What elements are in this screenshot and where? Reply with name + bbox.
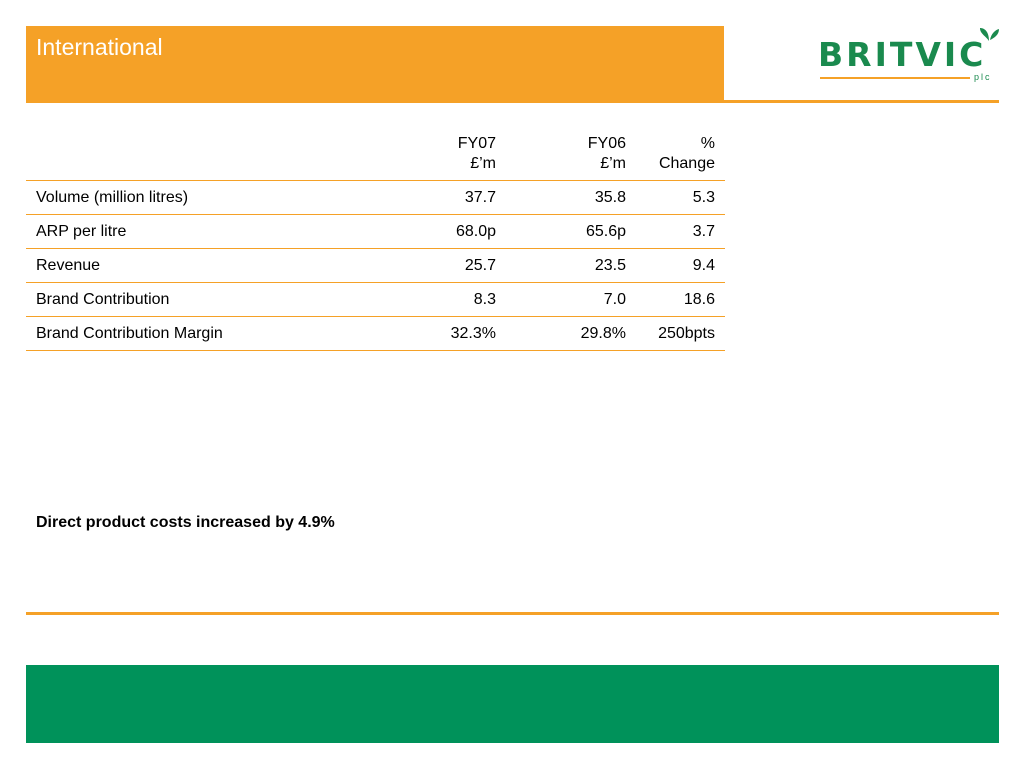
cell-fy06: 65.6p	[506, 214, 636, 249]
table-row: Brand Contribution 8.3 7.0 18.6	[26, 282, 725, 317]
cell-fy06: 7.0	[506, 282, 636, 317]
cell-fy06: 29.8%	[506, 316, 636, 351]
page-title: International	[36, 34, 163, 60]
cell-change: 3.7	[636, 214, 725, 249]
row-label: Brand Contribution	[26, 282, 376, 317]
cell-fy07: 25.7	[376, 248, 506, 283]
footer-bar	[26, 665, 999, 743]
column-header-fy06: FY06 £’m	[506, 130, 636, 181]
cell-fy07: 8.3	[376, 282, 506, 317]
table-row: Revenue 25.7 23.5 9.4	[26, 248, 725, 283]
header-bar: International	[26, 26, 724, 103]
table-header-row: FY07 £’m FY06 £’m % Change	[26, 130, 725, 181]
cell-change: 5.3	[636, 180, 725, 215]
cell-change: 250bpts	[636, 316, 725, 351]
logo-plc: plc	[974, 72, 992, 82]
table-row: Brand Contribution Margin 32.3% 29.8% 25…	[26, 316, 725, 351]
cell-change: 9.4	[636, 248, 725, 283]
cell-fy07: 37.7	[376, 180, 506, 215]
cell-fy06: 23.5	[506, 248, 636, 283]
row-label: Brand Contribution Margin	[26, 316, 376, 351]
britvic-logo: BRITVIC plc	[818, 22, 1000, 84]
row-label: Volume (million litres)	[26, 180, 376, 215]
logo-underline	[820, 77, 970, 79]
logo-wordmark: BRITVIC	[818, 35, 987, 74]
financial-table: FY07 £’m FY06 £’m % Change Volume (million…	[26, 130, 725, 351]
table-row: Volume (million litres) 37.7 35.8 5.3	[26, 180, 725, 215]
note-text: Direct product costs increased by 4.9%	[36, 514, 335, 531]
column-header-label	[26, 130, 376, 181]
footer-rule	[26, 612, 999, 615]
leaf-icon	[980, 28, 999, 41]
cell-fy06: 35.8	[506, 180, 636, 215]
cell-fy07: 32.3%	[376, 316, 506, 351]
header-rule	[724, 100, 999, 103]
column-header-fy07: FY07 £’m	[376, 130, 506, 181]
cell-fy07: 68.0p	[376, 214, 506, 249]
row-label: Revenue	[26, 248, 376, 283]
row-label: ARP per litre	[26, 214, 376, 249]
column-header-change: % Change	[636, 130, 725, 181]
table-row: ARP per litre 68.0p 65.6p 3.7	[26, 214, 725, 249]
cell-change: 18.6	[636, 282, 725, 317]
